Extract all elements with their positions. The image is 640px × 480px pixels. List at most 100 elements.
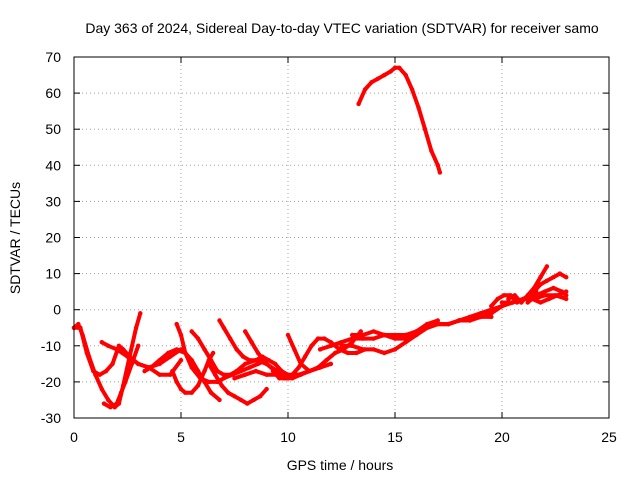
data-point [170,368,175,374]
data-point [307,368,312,374]
data-point [202,368,207,374]
data-point [435,163,440,168]
data-point [551,285,556,291]
data-point [247,365,252,370]
data-point [501,293,507,298]
data-point [371,336,376,341]
y-tick-label: 60 [45,85,61,101]
data-point [208,358,214,363]
data-point [506,296,511,302]
data-point [101,401,107,406]
data-point [564,296,569,302]
data-point [495,296,500,302]
data-point [174,321,179,327]
data-point [332,350,338,356]
data-point [221,376,226,381]
data-point [206,361,211,367]
y-tick-label: 40 [45,157,61,173]
chart-title: Day 363 of 2024, Sidereal Day-to-day VTE… [85,20,598,36]
data-point [298,361,303,367]
data-point [392,65,398,71]
data-point [403,72,408,78]
data-point [457,318,462,323]
data-point [302,354,308,359]
y-tick-label: -10 [41,338,61,354]
data-point [234,347,239,352]
data-point [538,275,543,280]
data-point [341,347,346,352]
data-point [551,275,556,280]
data-point [157,358,162,363]
data-point [392,332,398,338]
data-point [360,336,366,341]
data-point [296,372,301,377]
data-point [208,390,214,395]
data-point [339,343,344,348]
data-point [531,289,537,294]
x-tick-label: 20 [494,429,510,445]
data-point [296,365,301,370]
y-tick-label: 10 [45,266,61,282]
data-point [328,343,333,348]
data-point [189,329,194,334]
data-point [174,379,179,385]
data-point [189,390,194,395]
data-point [157,372,162,377]
data-point [234,368,239,374]
data-point [217,318,222,323]
data-point [279,368,284,374]
data-point [350,340,355,345]
data-point [178,358,184,363]
data-point [215,368,220,374]
data-series [71,65,569,410]
data-point [339,340,344,345]
data-point [555,293,560,298]
data-point [133,325,139,330]
data-point [292,347,297,352]
data-point [264,386,269,392]
data-point [525,300,530,305]
data-point [519,300,524,305]
data-point [309,343,314,348]
y-tick-label: 50 [45,121,61,137]
data-point [521,296,526,302]
data-point [238,397,244,403]
data-point [221,372,226,377]
data-point [392,347,398,352]
data-point [317,347,323,352]
data-point [219,383,224,388]
data-point [195,336,201,341]
data-point [264,361,269,367]
data-point [382,72,387,78]
data-point [249,340,254,345]
data-point [315,365,321,370]
data-point [416,105,421,110]
data-point [478,311,483,316]
data-point [446,321,451,327]
data-point [544,278,550,283]
data-point [382,350,387,356]
data-point [544,264,550,269]
data-point [403,336,408,341]
data-point [106,343,111,348]
data-point [435,321,440,327]
data-point [510,300,515,305]
data-point [213,372,218,377]
data-point [538,300,543,305]
data-point [478,314,483,320]
data-point [99,340,105,345]
data-point [360,347,366,352]
data-point [358,329,363,334]
data-point [362,87,368,92]
x-tick-label: 25 [601,429,617,445]
data-point [266,358,271,363]
data-point [168,354,173,359]
data-point [538,282,543,287]
y-tick-label: 30 [45,193,61,209]
data-point [189,365,194,370]
series-line-arc-9 [206,361,269,406]
data-point [138,311,143,316]
x-tick-label: 0 [70,429,78,445]
data-point [285,332,291,338]
